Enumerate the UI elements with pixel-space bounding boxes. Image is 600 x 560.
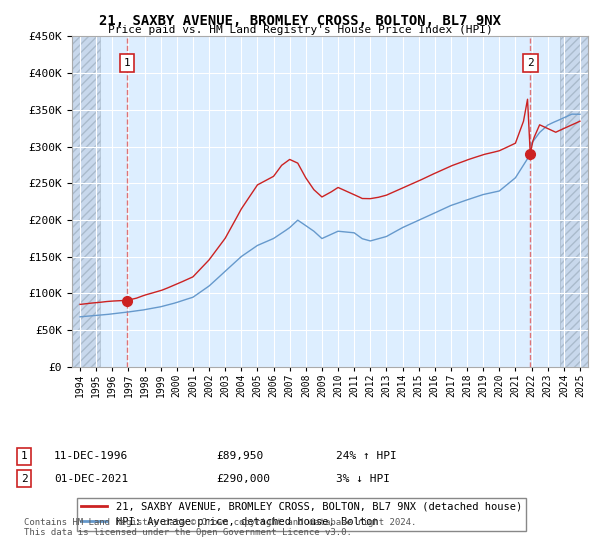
Text: 01-DEC-2021: 01-DEC-2021: [54, 474, 128, 484]
Polygon shape: [72, 36, 100, 367]
Legend: 21, SAXBY AVENUE, BROMLEY CROSS, BOLTON, BL7 9NX (detached house), HPI: Average : 21, SAXBY AVENUE, BROMLEY CROSS, BOLTON,…: [77, 498, 526, 531]
Text: Price paid vs. HM Land Registry's House Price Index (HPI): Price paid vs. HM Land Registry's House …: [107, 25, 493, 35]
Text: Contains HM Land Registry data © Crown copyright and database right 2024.
This d: Contains HM Land Registry data © Crown c…: [24, 518, 416, 538]
Text: 2: 2: [527, 58, 533, 68]
Text: £89,950: £89,950: [216, 451, 263, 461]
Polygon shape: [560, 36, 588, 367]
Text: 24% ↑ HPI: 24% ↑ HPI: [336, 451, 397, 461]
Text: 2: 2: [20, 474, 28, 484]
Text: £290,000: £290,000: [216, 474, 270, 484]
Text: 1: 1: [124, 58, 131, 68]
Text: 3% ↓ HPI: 3% ↓ HPI: [336, 474, 390, 484]
Text: 21, SAXBY AVENUE, BROMLEY CROSS, BOLTON, BL7 9NX: 21, SAXBY AVENUE, BROMLEY CROSS, BOLTON,…: [99, 14, 501, 28]
Text: 11-DEC-1996: 11-DEC-1996: [54, 451, 128, 461]
Text: 1: 1: [20, 451, 28, 461]
